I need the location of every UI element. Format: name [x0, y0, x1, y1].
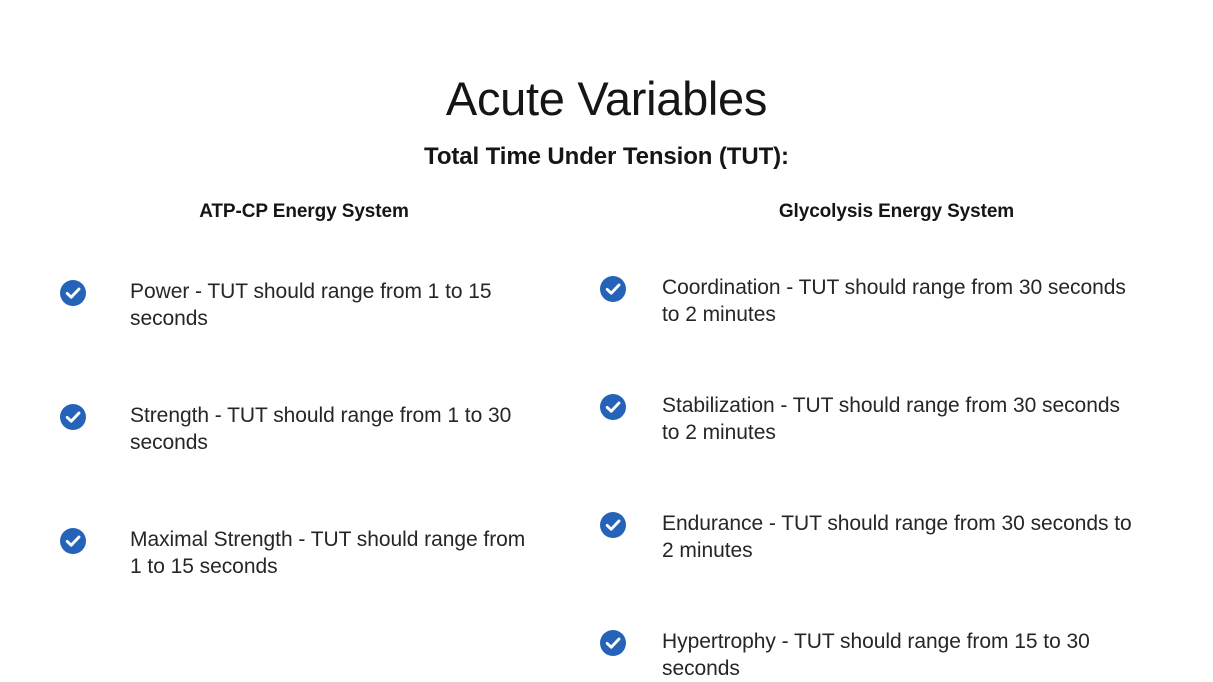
- check-circle-icon: [60, 528, 86, 554]
- check-circle-icon: [60, 280, 86, 306]
- column-glycolysis: Glycolysis Energy System Coordination - …: [590, 200, 1213, 682]
- list-item-label: Power - TUT should range from 1 to 15 se…: [130, 280, 492, 330]
- list-item: Strength - TUT should range from 1 to 30…: [60, 402, 580, 456]
- list-item: Endurance - TUT should range from 30 sec…: [600, 510, 1173, 564]
- list-item-label: Hypertrophy - TUT should range from 15 t…: [662, 630, 1090, 680]
- list-item: Maximal Strength - TUT should range from…: [60, 526, 580, 580]
- slide-canvas: Acute Variables Total Time Under Tension…: [60, 72, 1132, 680]
- page-title: Acute Variables: [445, 72, 768, 126]
- check-circle-icon: [600, 630, 626, 656]
- check-circle-icon: [600, 394, 626, 420]
- columns-container: ATP-CP Energy System Power - TUT should …: [0, 200, 1213, 682]
- column-atp-cp: ATP-CP Energy System Power - TUT should …: [0, 200, 590, 580]
- bullet-list-glycolysis: Coordination - TUT should range from 30 …: [600, 274, 1173, 682]
- list-item: Coordination - TUT should range from 30 …: [600, 274, 1173, 328]
- column-header-glycolysis: Glycolysis Energy System: [778, 201, 1015, 222]
- check-circle-icon: [600, 512, 626, 538]
- list-item-label: Stabilization - TUT should range from 30…: [662, 394, 1120, 444]
- list-item-label: Endurance - TUT should range from 30 sec…: [662, 512, 1132, 562]
- list-item-label: Maximal Strength - TUT should range from…: [130, 528, 526, 578]
- list-item: Power - TUT should range from 1 to 15 se…: [60, 278, 580, 332]
- check-circle-icon: [60, 404, 86, 430]
- list-item-label: Coordination - TUT should range from 30 …: [662, 276, 1126, 326]
- list-item: Hypertrophy - TUT should range from 15 t…: [600, 628, 1173, 682]
- list-item-label: Strength - TUT should range from 1 to 30…: [130, 404, 512, 454]
- list-item: Stabilization - TUT should range from 30…: [600, 392, 1173, 446]
- column-header-atp-cp: ATP-CP Energy System: [199, 201, 409, 222]
- check-circle-icon: [600, 276, 626, 302]
- page-subtitle: Total Time Under Tension (TUT):: [424, 142, 789, 170]
- bullet-list-atp-cp: Power - TUT should range from 1 to 15 se…: [60, 278, 580, 580]
